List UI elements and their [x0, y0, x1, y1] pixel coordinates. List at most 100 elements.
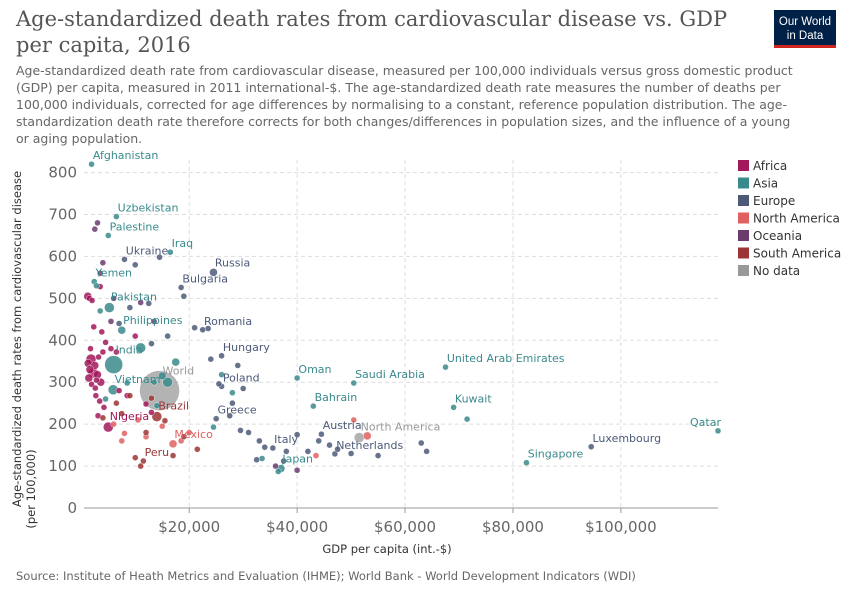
point-south-america[interactable]: [126, 392, 134, 399]
point-europe[interactable]: [283, 448, 290, 455]
owid-logo[interactable]: Our World in Data: [774, 10, 836, 48]
point-oceania[interactable]: [91, 225, 98, 233]
point-oceania[interactable]: [137, 299, 144, 306]
point-bulgaria[interactable]: [177, 284, 185, 291]
point-europe[interactable]: [126, 304, 134, 311]
legend-label-north-america[interactable]: North America: [753, 212, 840, 226]
point-africa[interactable]: [92, 384, 99, 392]
point-qatar[interactable]: [714, 427, 722, 435]
point-south-america[interactable]: [132, 454, 139, 461]
point-oceania[interactable]: [110, 295, 117, 302]
point-asia[interactable]: [96, 307, 104, 315]
legend-label-africa[interactable]: Africa: [753, 159, 787, 173]
point-russia[interactable]: [209, 268, 218, 277]
point-south-america[interactable]: [148, 394, 155, 402]
point-brazil[interactable]: [151, 411, 163, 422]
point-south-america[interactable]: [142, 429, 150, 436]
point-africa[interactable]: [132, 332, 139, 340]
point-europe[interactable]: [315, 437, 322, 445]
point-asia[interactable]: [153, 402, 161, 409]
point-iraq[interactable]: [167, 249, 174, 256]
point-north-america[interactable]: [350, 416, 357, 424]
point-oceania[interactable]: [293, 467, 301, 474]
point-europe[interactable]: [148, 340, 155, 347]
point-asia[interactable]: [135, 342, 146, 354]
point-north-america[interactable]: [134, 416, 142, 424]
point-europe[interactable]: [156, 254, 163, 261]
point-asia[interactable]: [258, 455, 266, 462]
legend-swatch-africa[interactable]: [738, 160, 749, 171]
point-luxembourg[interactable]: [588, 443, 595, 450]
point-north-america[interactable]: [159, 423, 166, 430]
point-asia[interactable]: [150, 379, 158, 386]
point-europe[interactable]: [261, 444, 268, 451]
point-north-america[interactable]: [110, 420, 117, 428]
point-europe[interactable]: [245, 429, 252, 436]
point-africa[interactable]: [107, 345, 115, 352]
point-europe[interactable]: [204, 325, 212, 332]
point-asia[interactable]: [275, 468, 282, 475]
legend-swatch-north-america[interactable]: [738, 212, 749, 224]
point-europe[interactable]: [253, 456, 260, 463]
point-north-america[interactable]: [121, 430, 128, 437]
point-europe[interactable]: [293, 431, 301, 438]
point-africa[interactable]: [92, 392, 100, 399]
point-europe[interactable]: [237, 427, 244, 434]
point-kuwait[interactable]: [450, 404, 457, 411]
point-mexico[interactable]: [168, 439, 178, 449]
point-hungary[interactable]: [218, 352, 225, 360]
point-europe[interactable]: [191, 324, 198, 331]
point-europe[interactable]: [334, 446, 341, 453]
point-asia[interactable]: [218, 371, 225, 378]
point-north-america[interactable]: [363, 431, 372, 441]
point-europe[interactable]: [229, 399, 236, 407]
point-uzbekistan[interactable]: [113, 213, 120, 220]
point-asia[interactable]: [158, 371, 167, 381]
point-africa[interactable]: [87, 345, 94, 352]
point-oceania[interactable]: [99, 259, 107, 266]
point-asia[interactable]: [210, 423, 217, 431]
point-united-arab-emirates[interactable]: [442, 363, 449, 371]
point-africa[interactable]: [99, 348, 107, 356]
point-south-america[interactable]: [169, 452, 177, 459]
legend-swatch-no-data[interactable]: [738, 265, 749, 276]
legend-swatch-south-america[interactable]: [738, 247, 749, 259]
point-europe[interactable]: [215, 380, 223, 388]
point-europe[interactable]: [256, 437, 263, 445]
point-asia[interactable]: [229, 389, 236, 396]
legend-label-oceania[interactable]: Oceania: [753, 229, 802, 243]
point-europe[interactable]: [132, 261, 139, 269]
point-europe[interactable]: [374, 452, 382, 459]
point-north-america[interactable]: [186, 429, 193, 436]
legend-label-south-america[interactable]: South America: [753, 247, 841, 261]
point-europe[interactable]: [423, 448, 430, 455]
legend-swatch-asia[interactable]: [738, 177, 749, 189]
point-greece[interactable]: [212, 415, 220, 422]
point-europe[interactable]: [304, 448, 312, 455]
point-asia[interactable]: [93, 282, 100, 289]
point-afghanistan[interactable]: [88, 160, 95, 168]
point-asia[interactable]: [102, 395, 109, 403]
point-philippines[interactable]: [117, 326, 126, 335]
point-europe[interactable]: [145, 300, 152, 307]
point-africa[interactable]: [90, 323, 97, 331]
point-south-america[interactable]: [194, 446, 201, 453]
point-south-america[interactable]: [118, 410, 125, 417]
point-italy[interactable]: [269, 444, 277, 452]
point-asia[interactable]: [162, 377, 173, 388]
point-africa[interactable]: [115, 387, 123, 394]
point-europe[interactable]: [239, 385, 247, 392]
point-africa[interactable]: [93, 376, 100, 384]
point-austria[interactable]: [318, 431, 325, 438]
point-europe[interactable]: [164, 332, 171, 340]
legend-swatch-oceania[interactable]: [738, 230, 749, 241]
point-africa[interactable]: [95, 353, 102, 361]
point-asia[interactable]: [171, 357, 180, 367]
point-europe[interactable]: [226, 412, 233, 419]
point-ukraine[interactable]: [121, 256, 128, 263]
point-europe[interactable]: [115, 320, 123, 327]
legend-label-no-data[interactable]: No data: [753, 264, 800, 278]
point-south-america[interactable]: [137, 462, 144, 470]
point-africa[interactable]: [96, 397, 103, 405]
point-africa[interactable]: [113, 348, 120, 356]
